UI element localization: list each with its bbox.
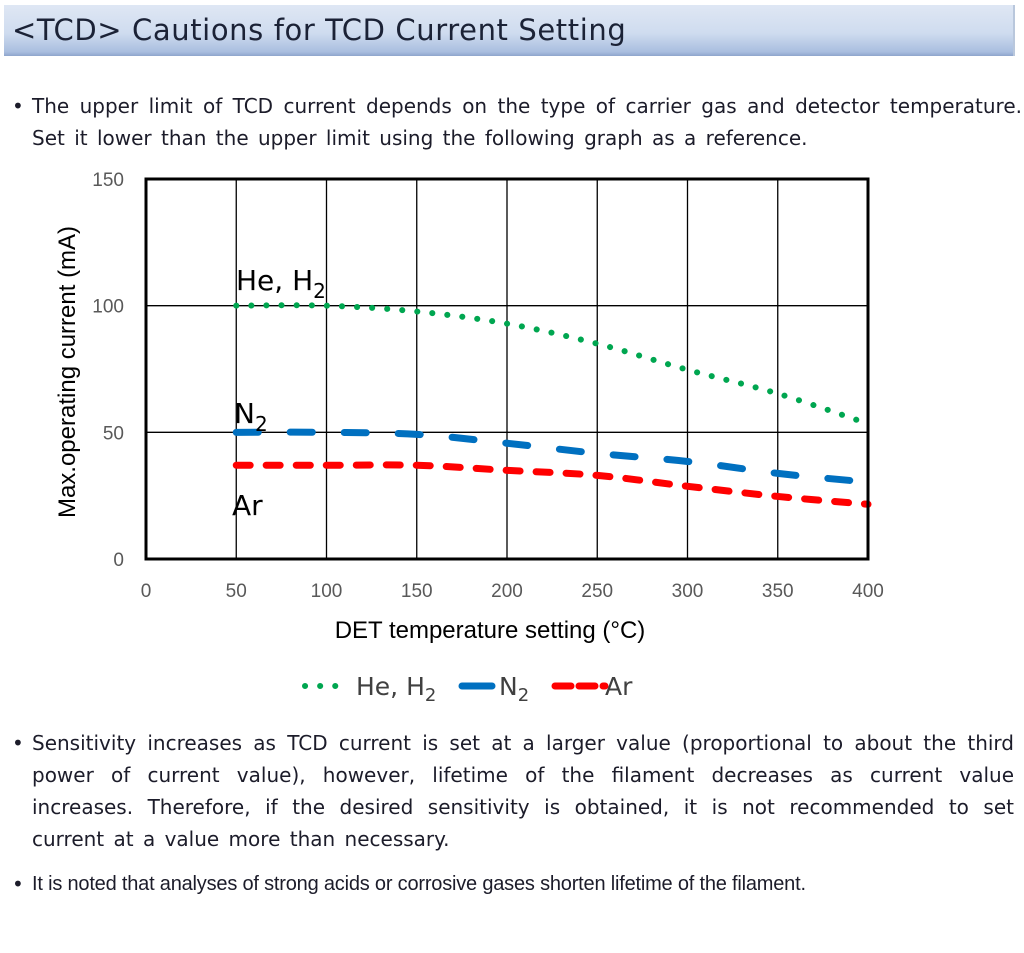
series-label: N2 [234,397,268,436]
y-axis-title: Max.operating current (mA) [54,226,81,518]
bullet: • [12,731,24,755]
plot-frame [144,177,870,561]
legend-label-subscript: 2 [518,685,529,706]
legend-label-subscript: 2 [425,685,436,706]
series-label: Ar [232,489,263,522]
series-label-main: Ar [232,489,263,522]
x-tick-label: 300 [672,581,704,602]
y-tick-label: 50 [103,423,124,444]
x-tick-label: 350 [762,581,794,602]
y-tick-label: 100 [92,297,124,318]
paragraph-text: It is noted that analyses of strong acid… [32,873,806,895]
page-title: <TCD> Cautions for TCD Current Setting [12,13,627,47]
y-tick-label: 150 [92,170,124,191]
x-tick-label: 0 [141,581,152,602]
series-label-main: N [234,397,255,430]
bullet: • [12,94,24,118]
legend-label: Ar [605,672,633,701]
y-tick-label: 0 [113,550,124,571]
legend: He, H2 N2 Ar [302,672,633,706]
x-tick-label: 400 [852,581,884,602]
section-header: <TCD> Cautions for TCD Current Setting [4,5,1015,56]
legend-label-main: He, H [356,672,425,701]
legend-label: N2 [499,672,529,706]
legend-label-main: N [499,672,518,701]
x-tick-label: 50 [226,581,247,602]
series-line-ar [232,461,872,508]
legend-label: He, H2 [356,672,436,706]
bullet: • [12,872,24,896]
x-axis-title: DET temperature setting (°C) [335,617,646,644]
paragraph-text: Sensitivity increases as TCD current is … [32,731,1014,851]
series-label-main: He, H [236,264,313,297]
x-tick-label: 100 [311,581,343,602]
series-label-subscript: 2 [255,412,268,436]
tick-labels: 0 50 100 150 200 250 300 350 400 0 50 100 150 [92,170,884,602]
series-label: He, H2 [236,264,326,303]
series-lines [232,302,872,508]
legend-label-main: Ar [605,672,633,701]
x-tick-label: 150 [401,581,433,602]
series-label-subscript: 2 [313,279,326,303]
series-line-he-h2 [233,302,871,427]
x-tick-label: 250 [581,581,613,602]
x-tick-label: 200 [491,581,523,602]
paragraph-text: The upper limit of TCD current depends o… [32,94,1022,150]
